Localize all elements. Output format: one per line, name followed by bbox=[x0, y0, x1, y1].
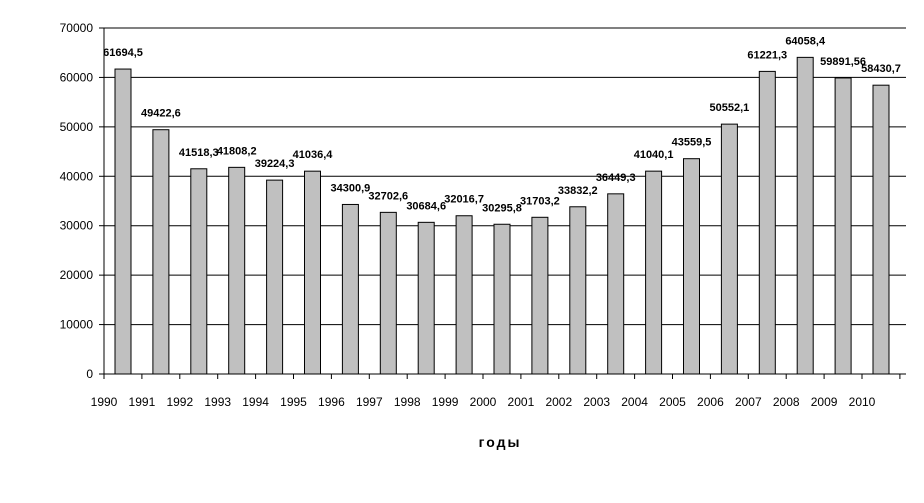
x-tick-label: 2009 bbox=[811, 395, 838, 409]
x-tick-label: 1990 bbox=[91, 395, 118, 409]
bar bbox=[493, 223, 511, 375]
bar bbox=[379, 211, 397, 375]
x-axis-ticks: 1990 1991 1992 1993 1994 1995 1996 1997 1998 1999… bbox=[91, 374, 901, 409]
y-tick-label: 60000 bbox=[60, 70, 94, 84]
data-labels: 61694,5 49422,6 41518,341808,239224,341036… bbox=[103, 35, 901, 214]
data-label: 41808,2 bbox=[217, 145, 257, 157]
bar bbox=[834, 77, 852, 375]
x-tick-label: 2002 bbox=[545, 395, 572, 409]
bar bbox=[228, 166, 246, 375]
bar bbox=[266, 179, 284, 375]
x-tick-label: 1999 bbox=[432, 395, 459, 409]
bar bbox=[114, 68, 132, 375]
x-tick-label: 2006 bbox=[697, 395, 724, 409]
axes bbox=[103, 28, 906, 375]
x-tick-label: 2000 bbox=[470, 395, 497, 409]
x-tick-label: 2007 bbox=[735, 395, 762, 409]
x-tick-label: 1991 bbox=[129, 395, 156, 409]
x-tick-label: 1992 bbox=[166, 395, 193, 409]
bar bbox=[645, 170, 663, 375]
data-label: 32016,7 bbox=[444, 194, 484, 206]
bar bbox=[417, 221, 435, 375]
x-tick-label: 1993 bbox=[204, 395, 231, 409]
data-label: 41518,3 bbox=[179, 147, 219, 159]
bar bbox=[872, 84, 890, 375]
data-label: 33832,2 bbox=[558, 185, 598, 197]
bar bbox=[152, 129, 170, 375]
bar bbox=[569, 206, 587, 375]
y-tick-label: 40000 bbox=[60, 169, 94, 183]
y-tick-label: 70000 bbox=[60, 21, 94, 35]
y-tick-label: 50000 bbox=[60, 120, 94, 134]
data-label: 41040,1 bbox=[634, 149, 674, 161]
data-label: 30684,6 bbox=[406, 200, 446, 212]
data-label: 32702,6 bbox=[368, 190, 408, 202]
bar bbox=[455, 215, 473, 375]
data-label: 43559,5 bbox=[672, 137, 712, 149]
bar bbox=[304, 170, 321, 375]
x-axis-title: годы bbox=[479, 434, 522, 450]
bar bbox=[190, 168, 208, 375]
x-tick-label: 2004 bbox=[621, 395, 648, 409]
bar bbox=[683, 158, 700, 375]
x-tick-label: 2001 bbox=[508, 395, 535, 409]
bar bbox=[758, 70, 776, 375]
x-tick-label: 2008 bbox=[773, 395, 800, 409]
x-tick-label: 2003 bbox=[583, 395, 610, 409]
x-tick-label: 1995 bbox=[280, 395, 307, 409]
data-label: 36449,3 bbox=[596, 172, 636, 184]
bar bbox=[720, 123, 738, 375]
y-tick-label: 10000 bbox=[60, 318, 94, 332]
x-tick-label: 1997 bbox=[356, 395, 383, 409]
bar bbox=[341, 203, 359, 375]
data-label: 34300,9 bbox=[331, 182, 371, 194]
data-label: 31703,2 bbox=[520, 195, 560, 207]
data-label: 39224,3 bbox=[255, 158, 295, 170]
x-tick-label: 2010 bbox=[849, 395, 876, 409]
bar bbox=[607, 193, 625, 375]
data-label: 30295,8 bbox=[482, 202, 522, 214]
data-label: 64058,4 bbox=[785, 35, 826, 47]
data-label: 59891,56 bbox=[820, 56, 866, 68]
x-tick-label: 1998 bbox=[394, 395, 421, 409]
data-label: 50552,1 bbox=[710, 102, 750, 114]
y-axis-ticks: 0 10000 20000 30000 40000 50000 60000 70000 bbox=[60, 21, 104, 381]
data-label: 58430,7 bbox=[861, 63, 901, 75]
bar bbox=[796, 56, 814, 375]
x-tick-label: 1994 bbox=[242, 395, 269, 409]
y-tick-label: 0 bbox=[86, 367, 93, 381]
bars bbox=[114, 56, 890, 375]
data-label: 61221,3 bbox=[747, 49, 787, 61]
data-label: 61694,5 bbox=[103, 47, 143, 59]
x-tick-label: 2005 bbox=[659, 395, 686, 409]
y-tick-label: 30000 bbox=[60, 219, 94, 233]
data-label: 41036,4 bbox=[293, 149, 334, 161]
y-tick-label: 20000 bbox=[60, 268, 94, 282]
bar bbox=[531, 216, 549, 375]
data-label: 49422,6 bbox=[141, 108, 181, 120]
x-tick-label: 1996 bbox=[318, 395, 345, 409]
